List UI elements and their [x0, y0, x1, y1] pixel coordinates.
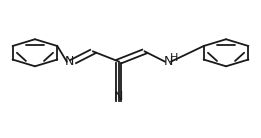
Text: N: N — [65, 55, 74, 68]
Text: N: N — [114, 91, 123, 104]
Text: N: N — [163, 55, 173, 68]
Text: H: H — [169, 53, 178, 63]
